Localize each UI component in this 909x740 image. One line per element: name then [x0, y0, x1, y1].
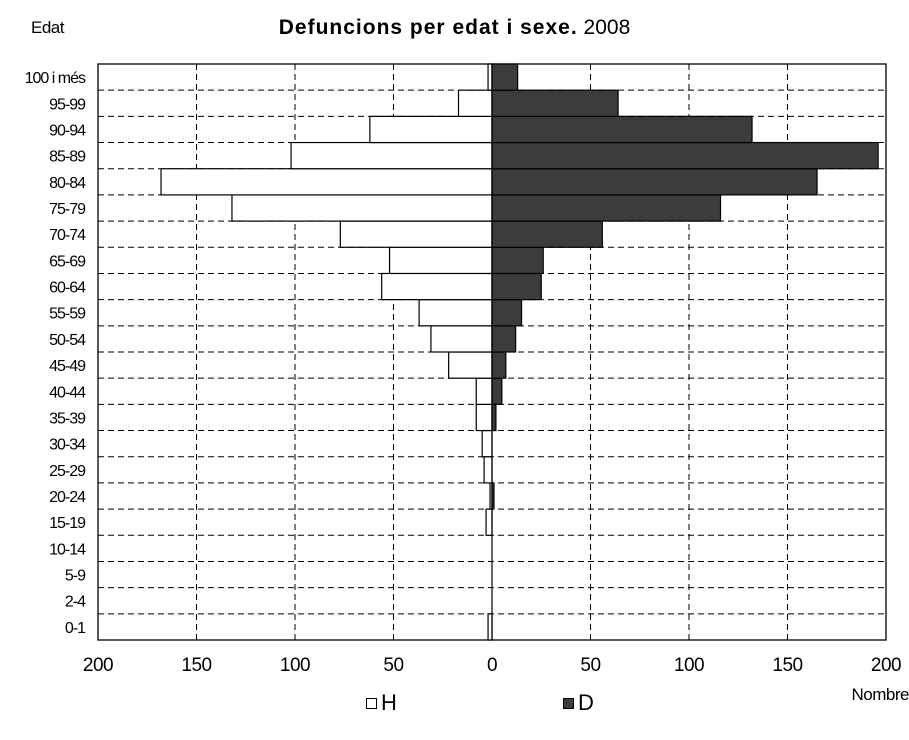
- x-tick-label: 100: [280, 655, 310, 676]
- x-tick-label: 200: [871, 655, 901, 676]
- bar-h-45-49: [448, 351, 493, 379]
- bar-d-85-89: [491, 141, 879, 170]
- bar-h-85-89: [290, 141, 493, 170]
- legend-swatch-h: [366, 697, 377, 709]
- bar-h-65-69: [388, 246, 493, 275]
- x-tick-label: 150: [181, 655, 211, 676]
- y-tick-label: 15-19: [49, 515, 86, 532]
- y-tick-label: 55-59: [49, 306, 86, 323]
- bar-d-55-59: [491, 299, 523, 327]
- bar-h-40-44: [475, 377, 493, 405]
- bar-h-90-94: [369, 115, 493, 144]
- y-tick-label: 50-54: [49, 332, 86, 349]
- x-axis-label: Nombre: [851, 685, 909, 704]
- chart-title-year: 2008: [583, 16, 631, 39]
- legend-swatch-d: [563, 697, 574, 709]
- bar-h-75-79: [231, 194, 493, 222]
- bar-h-25-29: [483, 456, 493, 484]
- bar-d-100 i més: [491, 63, 519, 91]
- y-tick-label: 65-69: [49, 253, 86, 270]
- y-tick-label: 0-1: [65, 620, 86, 637]
- x-tick-label: 200: [83, 655, 113, 676]
- chart-title-main: Defuncions per edat i sexe.: [278, 16, 578, 39]
- bar-h-70-74: [339, 220, 493, 248]
- y-tick-label: 5-9: [65, 568, 86, 585]
- legend-item-d: D: [563, 690, 594, 716]
- y-tick-label: 10-14: [49, 541, 86, 558]
- bar-h-15-19: [485, 508, 493, 536]
- bar-h-50-54: [430, 325, 493, 353]
- bar-d-65-69: [491, 246, 544, 275]
- chart-title: Defuncions per edat i sexe. 2008: [0, 16, 909, 40]
- x-tick-label: 50: [383, 655, 403, 676]
- bar-d-50-54: [491, 325, 517, 353]
- x-tick-label: 0: [487, 655, 497, 676]
- bar-h-95-99: [457, 89, 493, 117]
- bar-h-35-39: [475, 403, 493, 432]
- x-tick-label: 100: [674, 655, 704, 676]
- bar-h-80-84: [160, 168, 493, 196]
- bar-d-90-94: [491, 115, 753, 144]
- y-tick-label: 30-34: [49, 437, 86, 454]
- x-tick-label: 150: [772, 655, 802, 676]
- bar-d-40-44: [491, 377, 503, 405]
- y-tick-label: 80-84: [49, 175, 86, 192]
- bar-d-70-74: [491, 220, 603, 248]
- y-tick-label: 40-44: [49, 384, 86, 401]
- y-tick-label: 60-64: [49, 280, 86, 297]
- y-tick-label: 85-89: [49, 149, 86, 166]
- legend-item-h: H: [366, 690, 397, 716]
- bar-d-60-64: [491, 272, 542, 301]
- bar-d-95-99: [491, 89, 619, 117]
- bar-d-45-49: [491, 351, 507, 379]
- y-tick-label: 35-39: [49, 410, 86, 427]
- bar-h-30-34: [481, 429, 493, 458]
- y-tick-label: 100 i més: [25, 70, 86, 87]
- legend-label-h: H: [381, 690, 397, 715]
- y-tick-label: 45-49: [49, 358, 86, 375]
- bar-d-80-84: [491, 168, 818, 196]
- y-tick-label: 90-94: [49, 122, 86, 139]
- bar-h-60-64: [381, 272, 493, 301]
- y-axis-label: Edat: [31, 18, 64, 37]
- legend-label-d: D: [578, 690, 594, 715]
- y-tick-label: 20-24: [49, 489, 86, 506]
- y-tick-label: 2-4: [65, 594, 86, 611]
- y-tick-label: 95-99: [49, 96, 86, 113]
- bar-d-75-79: [491, 194, 722, 222]
- y-tick-label: 25-29: [49, 463, 86, 480]
- x-tick-label: 50: [580, 655, 600, 676]
- bar-h-55-59: [418, 299, 493, 327]
- y-tick-label: 70-74: [49, 227, 86, 244]
- y-tick-label: 75-79: [49, 201, 86, 218]
